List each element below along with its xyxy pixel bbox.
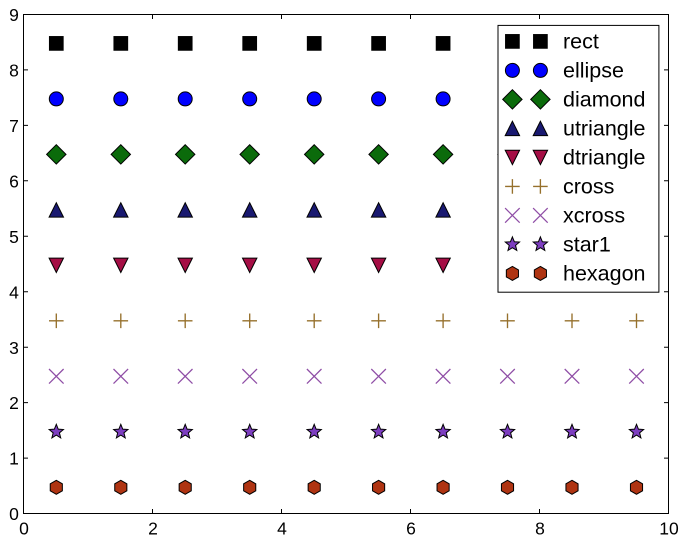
svg-text:star1: star1 <box>563 232 611 256</box>
svg-text:ellipse: ellipse <box>563 58 624 82</box>
svg-text:10: 10 <box>659 519 679 539</box>
svg-text:dtriangle: dtriangle <box>563 145 645 169</box>
svg-text:7: 7 <box>9 116 19 136</box>
svg-text:0: 0 <box>9 504 19 524</box>
svg-text:diamond: diamond <box>563 87 645 111</box>
svg-text:rect: rect <box>563 29 599 53</box>
svg-text:4: 4 <box>9 282 19 302</box>
svg-text:2: 2 <box>148 519 158 539</box>
svg-text:6: 6 <box>406 519 416 539</box>
svg-text:4: 4 <box>277 519 287 539</box>
svg-text:1: 1 <box>9 449 19 469</box>
svg-text:2: 2 <box>9 393 19 413</box>
svg-text:xcross: xcross <box>563 203 625 227</box>
svg-text:hexagon: hexagon <box>563 261 646 285</box>
svg-text:3: 3 <box>9 338 19 358</box>
svg-text:9: 9 <box>9 5 19 25</box>
svg-text:utriangle: utriangle <box>563 116 645 140</box>
svg-text:6: 6 <box>9 171 19 191</box>
svg-text:8: 8 <box>535 519 545 539</box>
svg-text:8: 8 <box>9 61 19 81</box>
svg-text:cross: cross <box>563 174 614 198</box>
svg-text:0: 0 <box>19 519 29 539</box>
svg-text:5: 5 <box>9 227 19 247</box>
